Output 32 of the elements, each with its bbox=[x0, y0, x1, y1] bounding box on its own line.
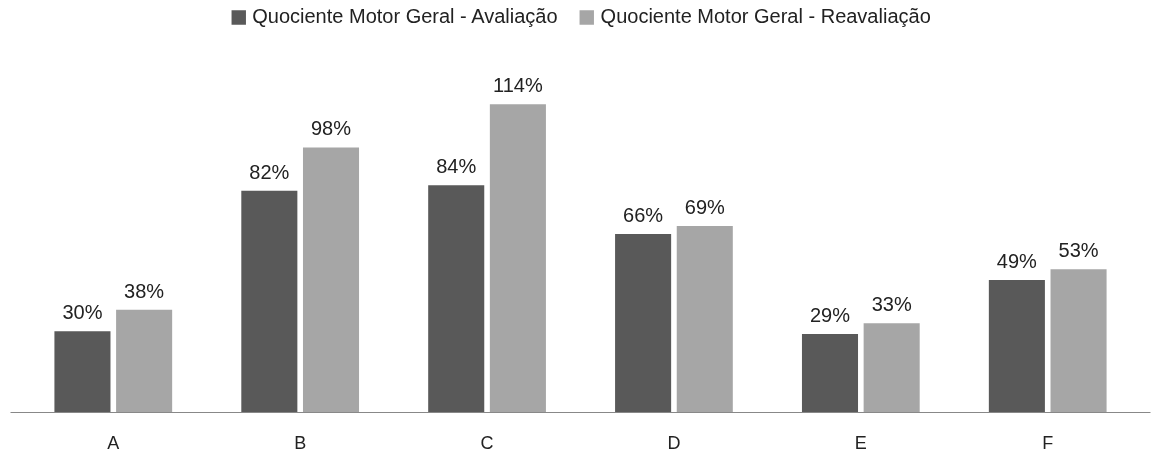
bar bbox=[676, 225, 733, 413]
x-tick-label: E bbox=[854, 432, 867, 453]
x-tick-label: D bbox=[667, 432, 681, 453]
bar bbox=[302, 147, 360, 413]
legend-label: Quociente Motor Geral - Reavaliação bbox=[600, 5, 931, 28]
bar bbox=[801, 334, 859, 413]
data-label: 38% bbox=[124, 279, 165, 302]
data-label: 33% bbox=[871, 293, 912, 316]
data-label: 69% bbox=[684, 195, 726, 218]
data-label: 84% bbox=[436, 155, 477, 178]
x-tick-label: F bbox=[1042, 432, 1054, 453]
x-tick-label: C bbox=[480, 432, 494, 453]
x-tick-label: B bbox=[294, 432, 307, 453]
bar bbox=[116, 309, 173, 413]
data-label: 49% bbox=[996, 249, 1038, 272]
bar bbox=[615, 233, 672, 413]
bar bbox=[241, 190, 298, 413]
bar bbox=[988, 279, 1045, 413]
data-label: 82% bbox=[249, 160, 290, 183]
bar bbox=[428, 185, 485, 413]
bar bbox=[863, 323, 920, 413]
data-label: 98% bbox=[310, 117, 352, 140]
bar bbox=[54, 331, 111, 413]
data-label: 114% bbox=[493, 74, 543, 97]
data-label: 30% bbox=[62, 301, 103, 324]
data-label: 29% bbox=[809, 304, 851, 327]
bar bbox=[489, 104, 546, 413]
data-label: 66% bbox=[623, 203, 664, 226]
data-label: 53% bbox=[1058, 239, 1099, 262]
x-tick-label: A bbox=[107, 432, 120, 453]
bar bbox=[1050, 269, 1107, 413]
legend-label: Quociente Motor Geral - Avaliação bbox=[252, 5, 558, 28]
